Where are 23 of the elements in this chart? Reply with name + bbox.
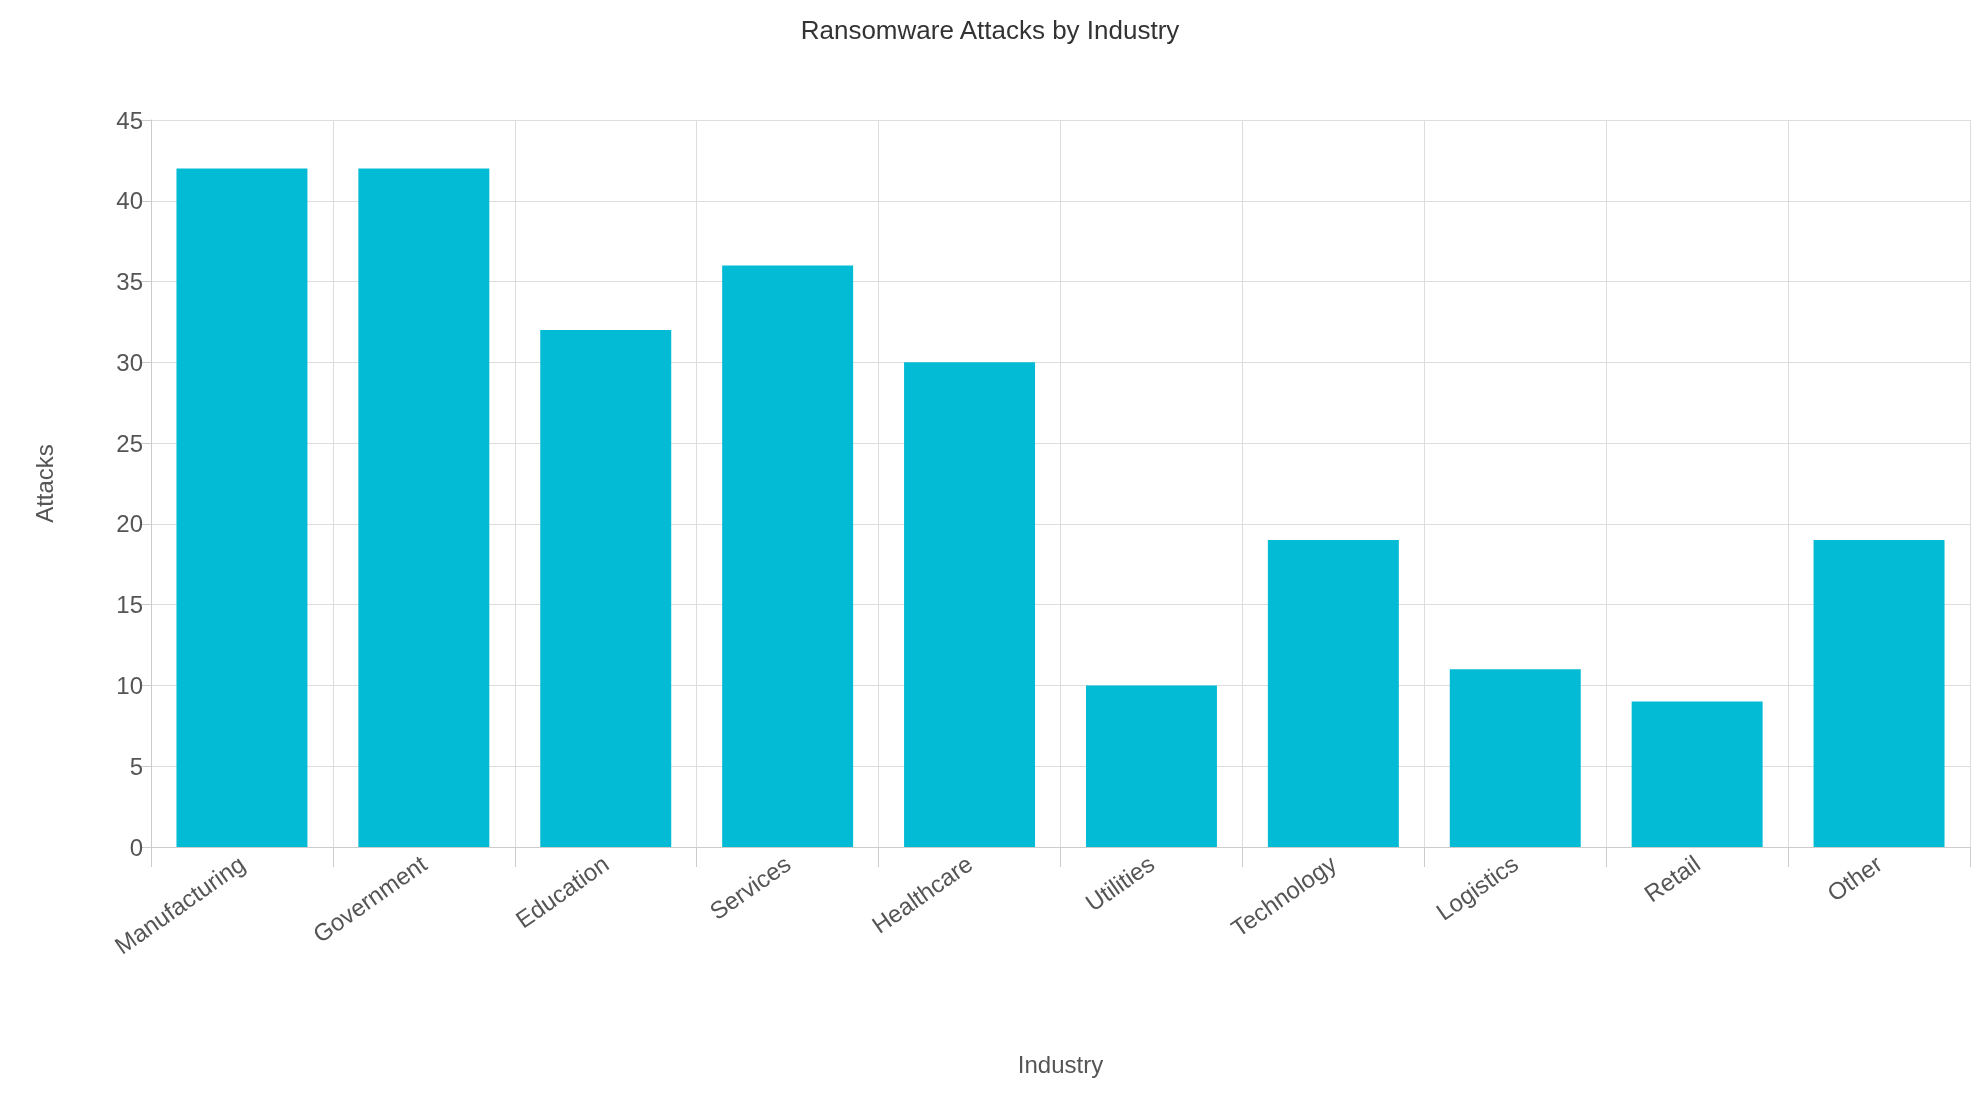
y-tick-label: 20 <box>116 510 143 538</box>
y-tick-label: 25 <box>116 429 143 457</box>
x-axis-title: Industry <box>1017 1050 1104 1078</box>
chart-title: Ransomware Attacks by Industry <box>800 15 1180 45</box>
bar <box>904 362 1036 847</box>
y-tick-label: 15 <box>116 591 143 619</box>
y-tick-label: 35 <box>116 268 143 296</box>
bar <box>1449 669 1581 847</box>
y-axis-title: Attacks <box>30 444 58 523</box>
bar <box>1813 540 1945 847</box>
y-tick-label: 40 <box>116 187 143 215</box>
bar <box>176 168 308 847</box>
y-tick-label: 10 <box>116 671 143 699</box>
y-tick-label: 0 <box>129 833 143 861</box>
bar <box>358 168 490 847</box>
y-tick-label: 45 <box>116 106 143 134</box>
y-tick-label: 30 <box>116 348 143 376</box>
bar <box>1085 685 1217 847</box>
bar <box>1267 540 1399 847</box>
bar <box>540 330 672 847</box>
y-tick-label: 5 <box>129 752 143 780</box>
bar <box>1631 701 1763 847</box>
bar <box>722 265 854 847</box>
